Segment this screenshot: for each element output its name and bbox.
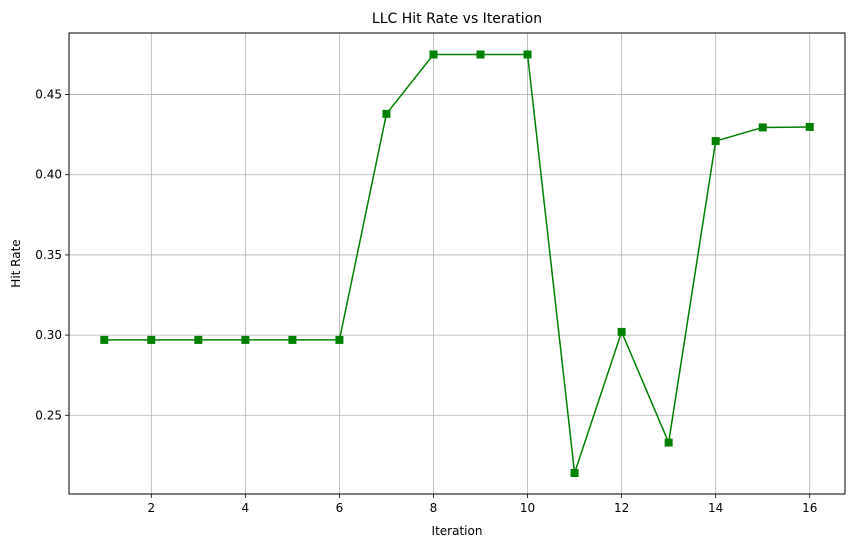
x-tick-label: 12: [614, 501, 629, 515]
data-point: [429, 50, 438, 59]
series-line: [104, 53, 810, 474]
x-tick-label: 4: [242, 501, 250, 515]
plot-area: [68, 32, 846, 495]
data-point: [570, 468, 579, 477]
x-axis-label: Iteration: [432, 524, 483, 538]
data-point: [194, 335, 203, 344]
x-tick-label: 8: [430, 501, 438, 515]
x-tick-label: 14: [708, 501, 723, 515]
x-tick-label: 16: [802, 501, 817, 515]
x-axis: 2 4 6 8 10 12 14 16: [147, 494, 817, 515]
grid: [69, 33, 845, 494]
y-tick-label: 0.25: [35, 408, 62, 422]
data-point: [523, 50, 532, 59]
data-point: [617, 327, 626, 336]
y-tick-label: 0.40: [35, 168, 62, 182]
data-point: [711, 137, 720, 146]
x-tick-label: 2: [147, 501, 155, 515]
data-point: [288, 335, 297, 344]
data-point: [664, 438, 673, 447]
data-point: [382, 109, 391, 118]
data-point: [805, 122, 814, 131]
data-point: [476, 50, 485, 59]
data-point: [147, 335, 156, 344]
chart-title: LLC Hit Rate vs Iteration: [372, 11, 542, 27]
series-group: [100, 50, 814, 477]
y-tick-label: 0.30: [35, 328, 62, 342]
data-point: [335, 335, 344, 344]
y-tick-label: 0.45: [35, 88, 62, 102]
data-point: [758, 123, 767, 132]
data-point: [241, 335, 250, 344]
x-tick-label: 6: [336, 501, 344, 515]
x-tick-label: 10: [520, 501, 535, 515]
y-axis: 0.25 0.30 0.35 0.40 0.45: [35, 88, 69, 422]
y-axis-label: Hit Rate: [9, 239, 23, 287]
data-point: [100, 335, 109, 344]
y-tick-label: 0.35: [35, 248, 62, 262]
